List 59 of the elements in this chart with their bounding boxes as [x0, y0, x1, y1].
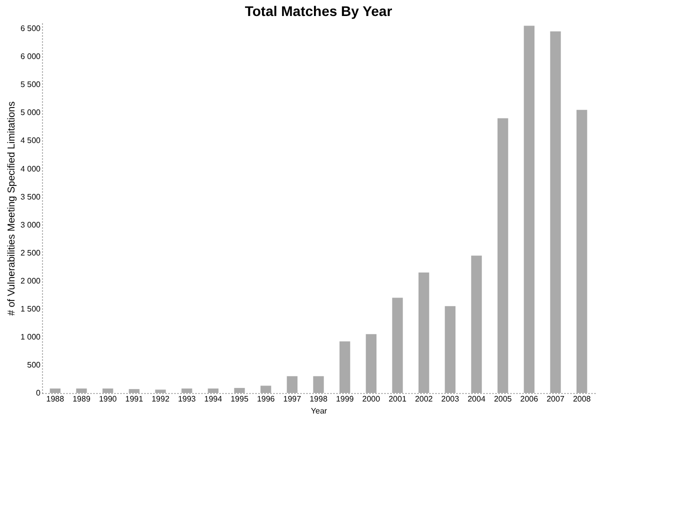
chart-title: Total Matches By Year	[244, 3, 393, 19]
bar	[50, 388, 60, 393]
x-tick-label: 1990	[98, 394, 118, 404]
bar	[392, 298, 403, 393]
x-tick-label: 2003	[441, 394, 460, 404]
y-tick-label: 500	[27, 360, 42, 370]
bar	[550, 31, 561, 393]
bar	[313, 376, 324, 393]
x-tick-label: 1992	[152, 394, 170, 404]
bar	[340, 341, 350, 393]
x-tick-label: 1993	[178, 394, 196, 404]
bar	[102, 388, 114, 393]
bar	[444, 306, 456, 393]
x-tick-label: 1998	[310, 394, 328, 404]
bar	[498, 118, 508, 393]
y-tick-label: 1 000	[20, 332, 42, 342]
y-tick-label: 4 500	[20, 136, 42, 146]
y-tick-label: 5 500	[20, 80, 42, 90]
y-tick-label: 1 500	[20, 304, 42, 314]
x-tick-label: 2005	[494, 394, 512, 404]
x-tick-label: 1991	[125, 394, 144, 404]
x-tick-label: 2004	[468, 394, 486, 404]
x-tick-label: 1997	[283, 394, 302, 404]
bar	[260, 386, 272, 393]
bar	[286, 376, 298, 393]
bar	[418, 272, 430, 393]
bar	[576, 110, 588, 393]
y-tick-label: 6 500	[20, 24, 42, 34]
x-tick-label: 1996	[256, 394, 276, 404]
x-tick-label: 2007	[546, 394, 565, 404]
x-tick-label: 1995	[230, 394, 249, 404]
bar	[76, 388, 87, 393]
x-tick-label: 2001	[388, 394, 407, 404]
x-tick-label: 2006	[520, 394, 539, 404]
y-tick-label: 2 500	[20, 248, 42, 258]
y-tick-label: 3 500	[20, 192, 42, 202]
y-tick-label: 6 000	[20, 52, 42, 62]
bar	[155, 390, 166, 393]
x-tick-label: 2008	[572, 394, 592, 404]
x-tick-label: 1999	[336, 394, 354, 404]
x-tick-label: 1988	[46, 394, 65, 404]
y-tick-label: 2 000	[20, 276, 42, 286]
y-tick-label: 4 000	[20, 164, 42, 174]
x-tick-label: 1994	[204, 394, 223, 404]
bar	[234, 388, 245, 393]
x-axis-title: Year	[310, 406, 328, 416]
y-tick-label: 0	[36, 388, 42, 398]
bar	[208, 388, 218, 393]
bar	[524, 26, 534, 393]
y-tick-label: 3 000	[20, 220, 42, 230]
bar	[366, 334, 376, 393]
bar	[128, 389, 140, 393]
y-tick-label: 5 000	[20, 108, 42, 118]
bar	[471, 256, 482, 393]
x-tick-label: 1989	[72, 394, 91, 404]
x-tick-label: 2002	[414, 394, 434, 404]
y-axis-title: # of Vulnerabilities Meeting Specified Limitations	[6, 101, 18, 316]
bar	[182, 388, 192, 393]
x-tick-label: 2000	[362, 394, 381, 404]
